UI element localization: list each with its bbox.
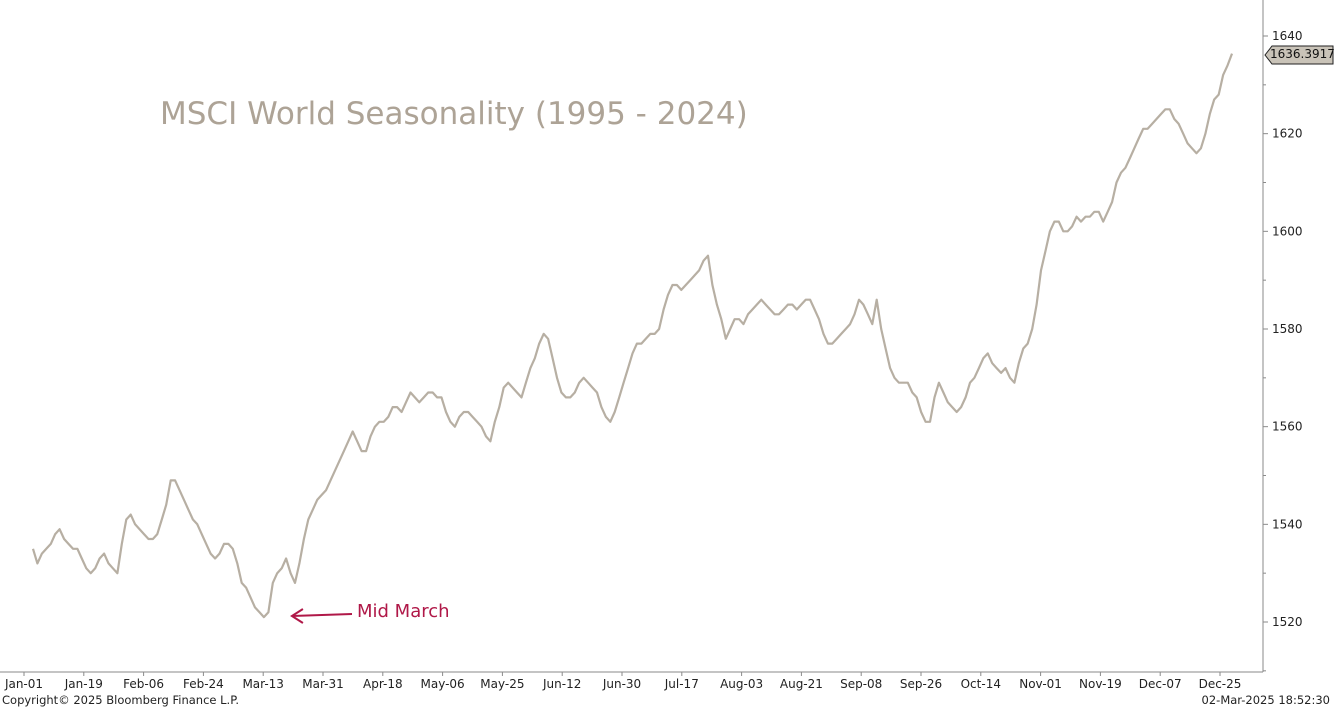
x-tick-label: Feb-24 [183, 677, 224, 691]
x-tick-label: Nov-19 [1079, 677, 1122, 691]
y-tick-label: 1600 [1272, 224, 1303, 238]
x-tick-label: Jan-01 [4, 677, 43, 691]
y-tick-label: 1580 [1272, 322, 1303, 336]
annotation-arrow [290, 608, 353, 624]
x-tick-label: Dec-07 [1139, 677, 1182, 691]
x-tick-label: Jan-19 [64, 677, 103, 691]
y-tick-label: 1620 [1272, 127, 1303, 141]
last-value-badge [1264, 45, 1334, 65]
x-tick-label: Sep-08 [840, 677, 882, 691]
annotation-arrow-head [290, 608, 304, 624]
y-tick-label: 1520 [1272, 615, 1303, 629]
x-tick-label: Aug-21 [780, 677, 823, 691]
x-tick-label: Nov-01 [1019, 677, 1062, 691]
x-tick-label: May-25 [480, 677, 524, 691]
x-tick-label: Oct-14 [961, 677, 1001, 691]
x-tick-label: Dec-25 [1199, 677, 1242, 691]
x-tick-label: Jul-17 [664, 677, 699, 691]
y-tick-label: 1540 [1272, 517, 1303, 531]
x-tick-label: Mar-13 [242, 677, 283, 691]
chart-title: MSCI World Seasonality (1995 - 2024) [160, 96, 748, 132]
x-tick-label: Jun-30 [602, 677, 641, 691]
x-tick-label: Aug-03 [720, 677, 763, 691]
x-tick-label: May-06 [420, 677, 464, 691]
y-tick-label: 1640 [1272, 29, 1303, 43]
x-tick-label: Mar-31 [302, 677, 343, 691]
x-tick-label: Apr-18 [363, 677, 403, 691]
footer-copyright: Copyright© 2025 Bloomberg Finance L.P. [2, 693, 239, 707]
y-axis: 1520 1540 1560 1580 1600 1620 1640 [1262, 0, 1303, 672]
x-tick-label: Feb-06 [123, 677, 164, 691]
annotation-label: Mid March [357, 601, 450, 622]
annotation-arrow-shaft [291, 613, 353, 617]
x-axis: Jan-01 Jan-19 Feb-06 Feb-24 Mar-13 Mar-31 Apr-… [0, 671, 1263, 691]
y-tick-label: 1560 [1272, 420, 1303, 434]
last-value-label: 1636.3917 [1270, 47, 1334, 61]
x-tick-label: Jun-12 [542, 677, 581, 691]
series-line [31, 53, 1234, 619]
x-tick-label: Sep-26 [900, 677, 942, 691]
footer-timestamp: 02-Mar-2025 18:52:30 [1201, 693, 1330, 707]
